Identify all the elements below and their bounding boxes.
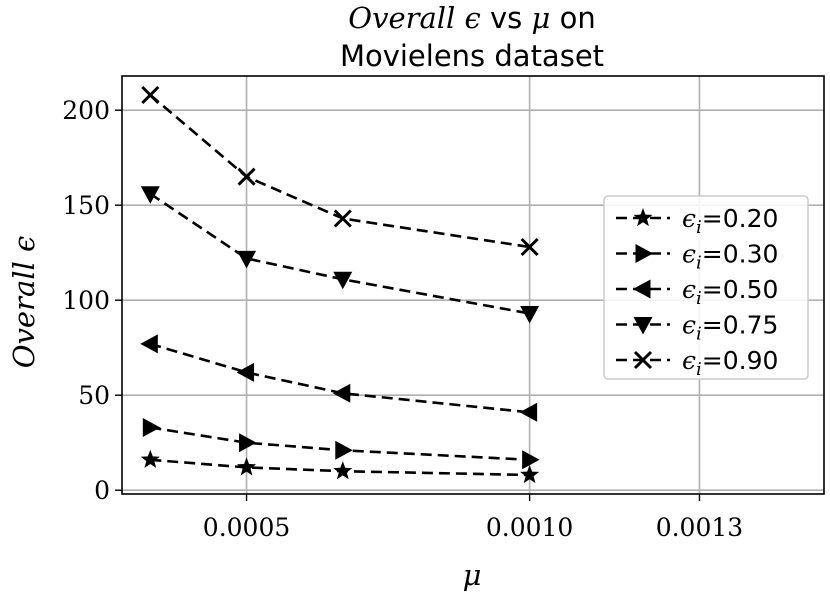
legend-label-epsilon: ϵ [682,346,696,375]
legend-label-value: =0.50 [702,275,779,304]
series-5 [141,85,539,257]
series-3-point [332,383,351,403]
chart-title-line-2: Movielens dataset [340,39,604,73]
series-5-line [149,94,530,249]
chart-title-overall: Overall ϵ [348,1,480,35]
axis-ticks: 0.0005 0.0010 0.0013 0 50 100 150 200 [62,96,743,542]
series-4-point [237,250,257,269]
legend-entry-2: ϵi=0.30 [616,240,778,274]
chart-title-on: on [560,1,596,35]
legend-marker [633,350,653,370]
y-tick-label: 150 [62,191,110,220]
series-5-point [520,237,539,257]
series-3-point [519,402,538,422]
series-4-point [140,186,160,204]
series-1-point [140,449,160,468]
series-1-line [150,458,530,477]
legend-label-subscript: i [696,253,702,274]
legend-marker [633,317,653,335]
legend-label-subscript: i [696,324,702,345]
y-tick-label: 0 [94,476,110,505]
legend-label-subscript: i [696,217,702,238]
y-tick-label: 50 [78,381,110,410]
series-4 [140,186,540,324]
series-4-point [333,271,353,290]
x-marker-stroke [237,167,256,186]
legend-entry-1: ϵi=0.20 [616,204,778,238]
x-marker-stroke [141,85,160,105]
series-5-point [333,209,352,228]
series-3-point [140,334,158,354]
series-3-line [149,342,530,414]
chart-title-vs: vs [490,1,522,35]
legend-label-value: =0.30 [702,240,779,269]
chart-title-mu: μ [532,1,551,35]
series-4-line [149,192,530,315]
series-group [140,85,540,484]
legend-box [603,195,809,380]
legend-label-epsilon: ϵ [682,275,696,304]
legend-label: ϵi=0.50 [682,275,778,309]
x-tick-label: 0.0005 [203,513,290,542]
legend-marker [635,244,653,263]
series-2-point [335,440,353,460]
plot-frame [121,75,825,495]
y-tick-label: 200 [62,96,110,125]
legend-label-epsilon: ϵ [682,311,696,340]
x-marker-stroke [520,237,539,257]
legend-label-subscript: i [696,359,702,380]
series-1 [140,449,540,484]
legend-entry-3: ϵi=0.50 [616,275,778,309]
legend-label-value: =0.90 [702,346,779,375]
legend-label: ϵi=0.30 [682,240,778,274]
legend-label-subscript: i [696,288,702,309]
series-4-point [520,306,540,324]
x-tick-label: 0.0013 [656,513,743,542]
y-axis-label: Overall ϵ [7,236,41,368]
series-2-point [239,433,257,453]
legend-marker [633,208,653,227]
series-1-point [333,461,353,480]
legend-label-epsilon: ϵ [682,240,696,269]
series-3 [140,334,538,422]
x-marker-stroke [333,209,352,228]
grid-lines [122,76,824,494]
series-1-point [237,457,257,476]
series-2-point [142,418,161,437]
y-tick-label: 100 [62,286,110,315]
legend-label-value: =0.20 [702,204,779,233]
series-2-line [150,426,530,462]
legend-marker [633,279,651,299]
x-tick-label: 0.0010 [486,513,573,542]
legend-label: ϵi=0.20 [682,204,778,238]
series-5-point [237,167,256,186]
series-3-point [236,362,255,382]
x-marker-stroke [633,350,653,370]
chart-title-line-1: Overall ϵ vs μ on [348,1,595,35]
legend-entry-4: ϵi=0.75 [616,311,778,345]
series-2-point [522,450,540,470]
series-2 [142,418,540,470]
legend-label-epsilon: ϵ [682,204,696,233]
series-5-point [141,85,160,105]
series-1-point [520,465,540,484]
legend-label: ϵi=0.75 [682,311,778,345]
legend-label: ϵi=0.90 [682,346,778,380]
x-axis-label: μ [463,558,482,592]
legend-entry-5: ϵi=0.90 [616,346,778,380]
legend-label-value: =0.75 [702,311,779,340]
